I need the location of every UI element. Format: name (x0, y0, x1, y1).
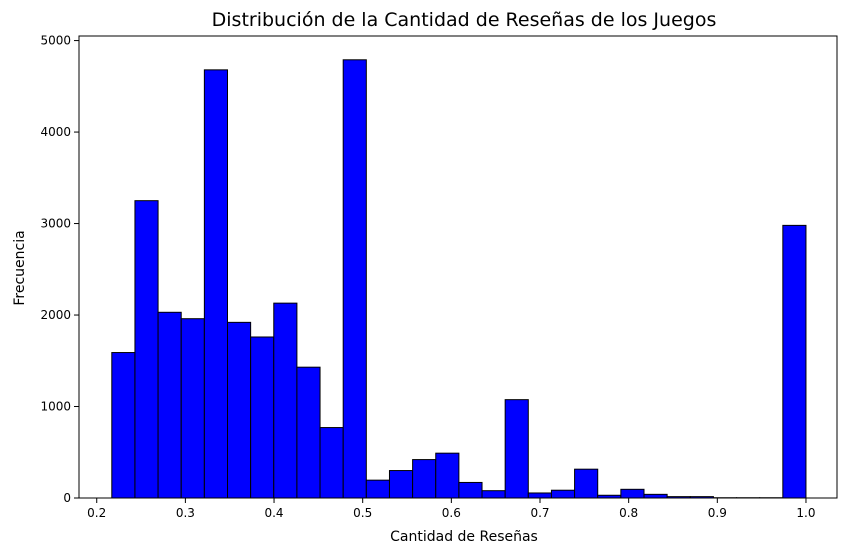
histogram-bar-1 (134, 200, 159, 499)
x-tick-label: 0.7 (530, 506, 549, 520)
y-tick-label: 5000 (40, 34, 71, 48)
x-tick-label: 0.8 (619, 506, 638, 520)
histogram-bar-22 (620, 488, 645, 499)
histogram-bar-15 (458, 481, 483, 499)
histogram-bar-16 (481, 490, 506, 499)
histogram-bar-10 (342, 59, 367, 499)
histogram-bar-23 (643, 493, 668, 499)
histogram-bar-7 (273, 302, 298, 499)
histogram-bar-17 (504, 399, 529, 499)
y-tick-label: 3000 (40, 217, 71, 231)
y-tick-label: 4000 (40, 125, 71, 139)
histogram-bar-14 (435, 452, 460, 499)
x-tick-label: 0.2 (87, 506, 106, 520)
y-tick-label: 1000 (40, 400, 71, 414)
chart-title: Distribución de la Cantidad de Reseñas d… (212, 9, 717, 31)
histogram-bar-5 (227, 321, 252, 499)
histogram-bar-11 (365, 479, 390, 499)
x-tick-label: 0.5 (353, 506, 372, 520)
y-axis: 0 1000 2000 3000 4000 5000 (40, 34, 79, 505)
histogram-bar-19 (550, 489, 576, 499)
x-tick-label: 1.0 (796, 506, 815, 520)
histogram-bar-3 (180, 318, 205, 499)
x-tick-label: 0.9 (708, 506, 727, 520)
plot-frame (78, 35, 838, 499)
y-axis-label: Frecuencia (12, 230, 28, 305)
x-tick-label: 0.4 (264, 506, 283, 520)
histogram-bar-12 (388, 470, 414, 499)
x-axis-label: Cantidad de Reseñas (390, 529, 538, 545)
histogram-bar-6 (250, 336, 275, 499)
histogram-bar-13 (412, 459, 437, 499)
histogram-bar-4 (203, 69, 228, 499)
x-tick-label: 0.3 (176, 506, 195, 520)
histogram-bar-2 (157, 311, 182, 499)
histogram-bar-8 (296, 366, 321, 499)
histogram-bar-18 (527, 492, 552, 499)
y-tick-label: 0 (63, 491, 71, 505)
y-tick-label: 2000 (40, 308, 71, 322)
histogram-bar-29 (782, 224, 807, 499)
bars-group (111, 59, 807, 499)
x-axis: 0.2 0.3 0.4 0.5 0.6 0.7 0.8 0.9 1.0 (87, 498, 816, 520)
x-tick-label: 0.6 (442, 506, 461, 520)
histogram-bar-20 (574, 468, 599, 499)
histogram-bar-0 (111, 352, 136, 499)
histogram-bar-9 (319, 427, 344, 499)
